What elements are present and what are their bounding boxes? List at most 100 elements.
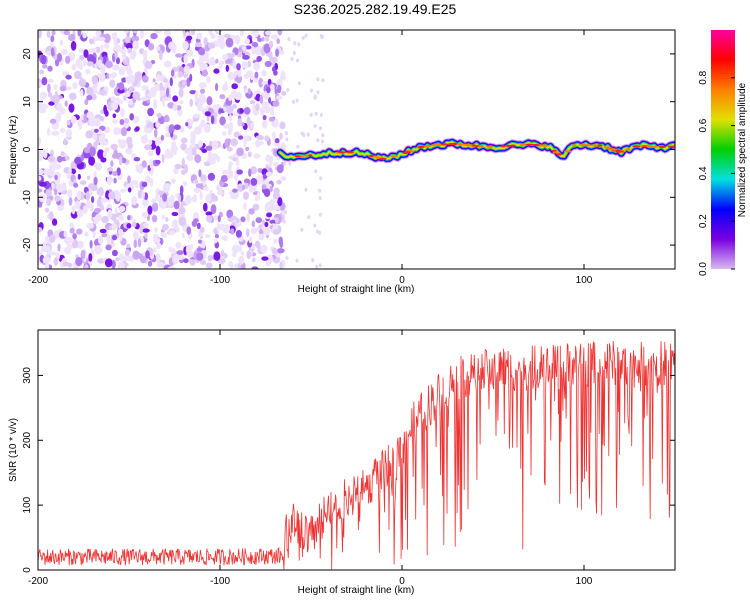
noise-blob xyxy=(132,250,140,260)
noise-blob xyxy=(194,179,199,184)
noise-blob xyxy=(68,197,73,206)
noise-blob xyxy=(314,111,318,116)
noise-blob xyxy=(180,126,185,134)
ridge-peak xyxy=(540,144,548,147)
noise-blob xyxy=(290,56,294,61)
noise-blob xyxy=(196,59,204,67)
noise-blob xyxy=(263,43,271,54)
noise-blob xyxy=(141,211,149,219)
noise-blob xyxy=(153,247,157,253)
noise-blob xyxy=(122,52,127,61)
noise-blob xyxy=(270,198,276,204)
noise-blob xyxy=(178,88,184,98)
noise-blob xyxy=(89,202,94,212)
noise-blob xyxy=(203,202,208,212)
noise-blob xyxy=(198,124,203,130)
ridge-peak xyxy=(552,151,561,154)
noise-blob xyxy=(193,193,197,203)
noise-blob xyxy=(100,30,104,34)
noise-blob xyxy=(118,82,125,91)
noise-blob xyxy=(84,231,89,237)
noise-blob xyxy=(126,136,133,145)
noise-blob xyxy=(176,254,185,260)
noise-blob xyxy=(147,205,153,215)
noise-blob xyxy=(243,88,249,94)
noise-blob xyxy=(205,195,212,203)
noise-blob xyxy=(92,47,97,53)
noise-blob xyxy=(255,103,260,111)
noise-blob xyxy=(44,207,50,213)
noise-blob xyxy=(147,107,155,117)
noise-blob xyxy=(252,203,260,211)
noise-blob xyxy=(79,180,87,186)
noise-blob xyxy=(135,184,139,188)
noise-blob xyxy=(98,235,104,245)
noise-blob xyxy=(182,41,189,51)
noise-blob xyxy=(78,48,86,53)
noise-blob xyxy=(111,249,118,257)
noise-blob xyxy=(321,139,324,144)
noise-blob xyxy=(243,202,247,210)
noise-blob xyxy=(292,51,296,55)
noise-blob xyxy=(247,88,251,95)
x-tick-label: -200 xyxy=(28,275,48,286)
noise-blob xyxy=(264,202,272,213)
noise-blob xyxy=(83,49,89,58)
noise-blob xyxy=(321,78,325,83)
noise-blob xyxy=(68,103,75,113)
noise-blob xyxy=(316,77,320,82)
noise-blob xyxy=(94,128,99,133)
noise-blob xyxy=(105,190,110,201)
noise-blob xyxy=(123,95,127,101)
noise-blob xyxy=(214,239,218,244)
noise-blob xyxy=(292,100,295,104)
noise-blob xyxy=(309,112,313,117)
noise-blob xyxy=(52,95,60,104)
x-tick-label: -100 xyxy=(210,576,230,587)
noise-blob xyxy=(47,65,53,72)
noise-blob xyxy=(184,164,189,174)
noise-blob xyxy=(230,228,235,235)
noise-blob xyxy=(222,53,229,61)
noise-blob xyxy=(88,156,95,166)
y-tick-label: 300 xyxy=(22,367,33,384)
noise-blob xyxy=(131,152,137,159)
noise-blob xyxy=(183,54,188,64)
noise-blob xyxy=(162,193,168,202)
noise-blob xyxy=(78,63,83,70)
noise-blob xyxy=(135,126,140,132)
noise-blob xyxy=(207,151,213,158)
noise-blob xyxy=(49,234,56,243)
noise-blob xyxy=(206,114,210,122)
noise-blob xyxy=(224,138,231,148)
noise-blob xyxy=(128,86,134,93)
noise-blob xyxy=(132,40,139,50)
noise-blob xyxy=(57,243,61,252)
noise-blob xyxy=(250,166,257,175)
noise-blob xyxy=(126,223,132,229)
noise-blob xyxy=(100,156,107,163)
noise-blob xyxy=(50,35,55,43)
noise-blob xyxy=(223,33,231,38)
noise-blob xyxy=(319,126,322,131)
noise-blob xyxy=(120,188,126,193)
noise-blob xyxy=(254,30,259,38)
noise-blob xyxy=(171,211,179,217)
noise-blob xyxy=(273,70,278,76)
noise-blob xyxy=(114,207,118,215)
noise-blob xyxy=(80,250,86,260)
ridge-peak xyxy=(500,145,506,148)
noise-blob xyxy=(76,209,82,217)
noise-blob xyxy=(180,202,184,213)
ridge-peak xyxy=(615,150,624,153)
noise-blob xyxy=(153,128,158,138)
noise-blob xyxy=(154,226,158,233)
noise-blob xyxy=(95,46,101,53)
noise-blob xyxy=(203,37,208,46)
noise-blob xyxy=(217,34,225,45)
noise-blob xyxy=(113,36,117,46)
noise-blob xyxy=(49,162,56,172)
ridge-peak xyxy=(451,142,459,145)
noise-blob xyxy=(155,253,161,263)
